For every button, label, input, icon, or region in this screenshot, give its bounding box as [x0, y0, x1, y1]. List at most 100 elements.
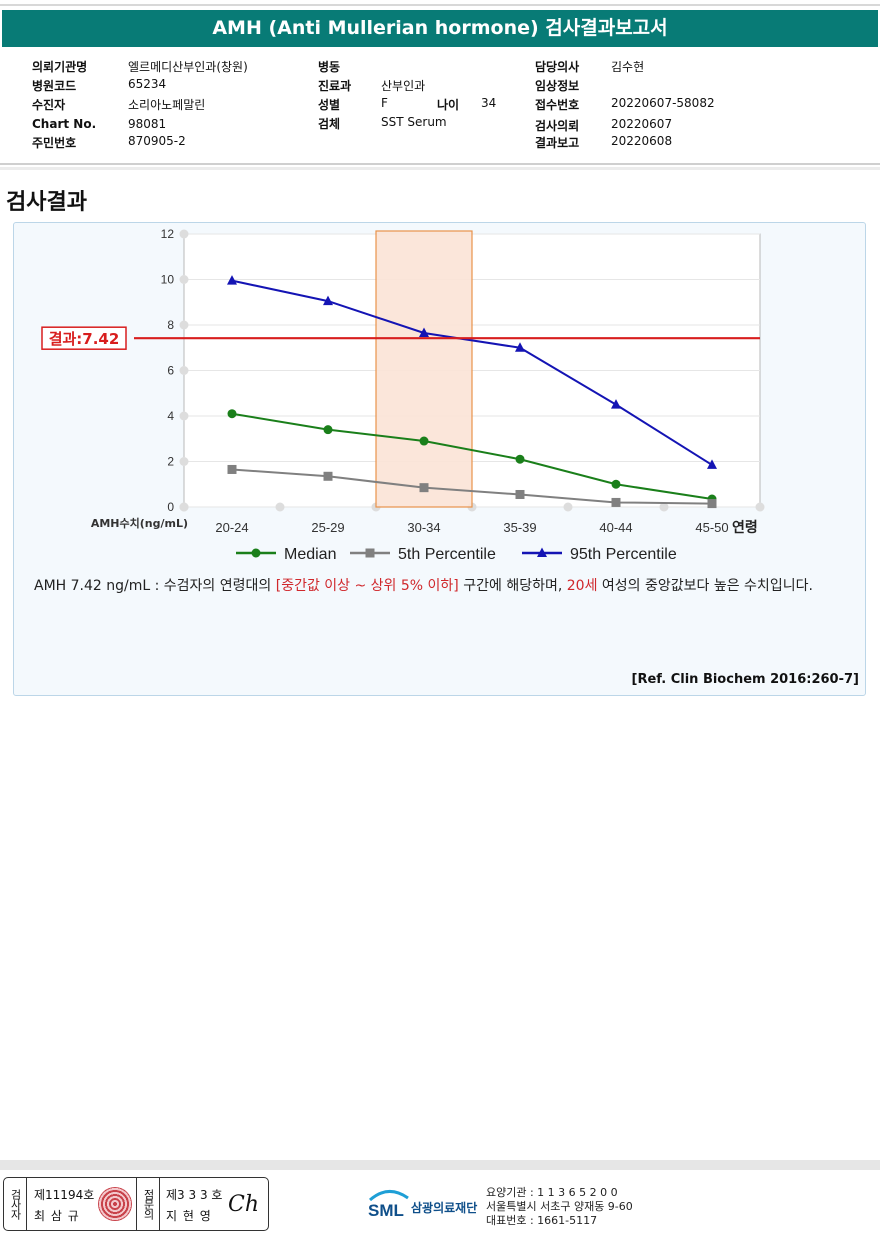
signature-box: 검사자 제11194호 최 삼 규 점문의 제3 3 3 호 지 현 영 Ch	[3, 1177, 269, 1231]
x-tick-dot	[755, 502, 765, 512]
y-tick-label: 12	[161, 227, 175, 241]
y-tick-label: 4	[167, 409, 174, 423]
data-point-2	[227, 275, 237, 285]
highlight-age-band	[375, 230, 473, 508]
x-axis-label: 연령	[732, 520, 758, 536]
institution-code: 요양기관 : 1 1 3 6 5 2 0 0	[486, 1186, 618, 1199]
data-point-2	[323, 295, 333, 306]
examiner-number: 제11194호	[34, 1188, 95, 1202]
data-point-0	[323, 425, 333, 435]
label-result-report: 결과보고	[535, 136, 580, 150]
legend-label: 5th Percentile	[398, 546, 496, 563]
label-test-request: 검사의뢰	[535, 119, 580, 133]
data-point-2	[419, 327, 429, 337]
divider	[0, 163, 880, 165]
series-line-2	[231, 279, 713, 466]
data-point-2	[611, 399, 621, 409]
section-title: 검사결과	[6, 190, 87, 215]
label-sex: 성별	[318, 98, 341, 112]
series-line-1	[231, 468, 713, 505]
value-chart-no: 98081	[128, 117, 167, 131]
data-point-1	[419, 483, 429, 493]
label-resident-no: 주민번호	[32, 136, 77, 150]
x-tick-label: 40-44	[599, 520, 632, 535]
data-point-0	[227, 409, 237, 419]
value-sex: F	[381, 96, 388, 110]
legend-label: Median	[284, 546, 336, 563]
y-tick-dot	[179, 411, 189, 421]
x-tick-label: 30-34	[407, 520, 440, 535]
legend-marker	[365, 548, 375, 558]
y-tick-label: 8	[167, 318, 174, 332]
value-department: 산부인과	[381, 79, 426, 93]
x-tick-label: 45-50	[695, 520, 728, 535]
reviewer-number: 제3 3 3 호	[166, 1188, 223, 1202]
divider	[0, 167, 880, 170]
x-tick-label: 25-29	[311, 520, 344, 535]
value-resident-no: 870905-2	[128, 134, 186, 148]
result-label: 결과:7.42	[49, 330, 120, 348]
report-title: AMH (Anti Mullerian hormone) 검사결과보고서	[2, 10, 878, 47]
value-physician: 김수현	[611, 60, 645, 74]
label-specimen: 검체	[318, 117, 341, 131]
data-point-1	[707, 499, 717, 509]
y-tick-label: 0	[167, 500, 174, 514]
amh-chart: 0 2 4 6 8 10 12 20-24 25-29 30-34 35-39 40-44 45-50 A…	[41, 227, 765, 563]
value-receipt-no: 20220607-58082	[611, 96, 715, 110]
label-patient: 수진자	[32, 98, 66, 112]
legend-marker	[537, 547, 547, 557]
result-panel: 0 2 4 6 8 10 12 20-24 25-29 30-34 35-39 40-44 45-50 A…	[13, 222, 866, 696]
examiner-name: 최 삼 규	[34, 1209, 80, 1223]
value-test-request: 20220607	[611, 117, 673, 131]
data-point-1	[227, 464, 237, 474]
label-requesting-institution: 의뢰기관명	[32, 60, 88, 74]
sml-logo-icon: SML	[368, 1190, 409, 1220]
data-point-2	[515, 342, 525, 352]
examiner-label: 검사자	[4, 1178, 27, 1230]
data-point-1	[323, 471, 333, 481]
legend-label: 95th Percentile	[570, 546, 677, 563]
y-tick-dot	[179, 320, 189, 330]
data-point-1	[515, 489, 525, 499]
y-tick-dot	[179, 229, 189, 239]
data-point-0	[515, 454, 525, 464]
x-tick-dot	[563, 502, 573, 512]
label-chart-no: Chart No.	[32, 117, 97, 131]
x-tick-dot	[659, 502, 669, 512]
result-label-box	[41, 326, 127, 350]
data-point-1	[611, 497, 621, 507]
top-rule	[0, 4, 880, 6]
reference: [Ref. Clin Biochem 2016:260-7]	[631, 672, 859, 687]
value-patient: 소리아노페말린	[128, 98, 206, 112]
legend-marker	[251, 548, 261, 558]
seal-stamp-icon	[98, 1187, 132, 1221]
result-comment: AMH 7.42 ng/mL : 수검자의 연령대의 [중간값 이상 ~ 상위 …	[34, 576, 864, 597]
value-age: 34	[481, 96, 497, 110]
y-tick-label: 6	[167, 364, 174, 378]
value-result-report: 20220608	[611, 134, 673, 148]
y-tick-label: 2	[167, 455, 174, 469]
y-tick-dot	[179, 366, 189, 375]
x-tick-label: 20-24	[215, 520, 248, 535]
label-receipt-no: 접수번호	[535, 98, 580, 112]
signature: Ch	[228, 1192, 260, 1217]
address: 서울특별시 서초구 양재동 9-60	[486, 1200, 633, 1213]
y-tick-dot	[179, 275, 189, 284]
label-clinical-info: 임상정보	[535, 79, 580, 93]
value-hospital-code: 65234	[128, 77, 167, 91]
label-department: 진료과	[318, 79, 352, 93]
data-point-0	[419, 436, 429, 446]
comment-text: 구간에 해당하며,	[458, 578, 567, 594]
value-specimen: SST Serum	[381, 115, 447, 129]
sml-logo: SML	[366, 1186, 410, 1226]
label-hospital-code: 병원코드	[32, 79, 77, 93]
x-tick-dot	[275, 502, 285, 512]
x-tick-dot	[179, 502, 189, 512]
data-point-0	[611, 479, 621, 489]
value-requesting-institution: 엘르메디산부인과(창원)	[128, 60, 248, 74]
label-ward: 병동	[318, 60, 341, 74]
phone: 대표번호 : 1661-5117	[486, 1214, 598, 1227]
comment-text: AMH 7.42 ng/mL : 수검자의 연령대의	[34, 578, 276, 594]
comment-age-highlight: 20세	[566, 578, 598, 594]
footer-rule	[0, 1160, 880, 1170]
